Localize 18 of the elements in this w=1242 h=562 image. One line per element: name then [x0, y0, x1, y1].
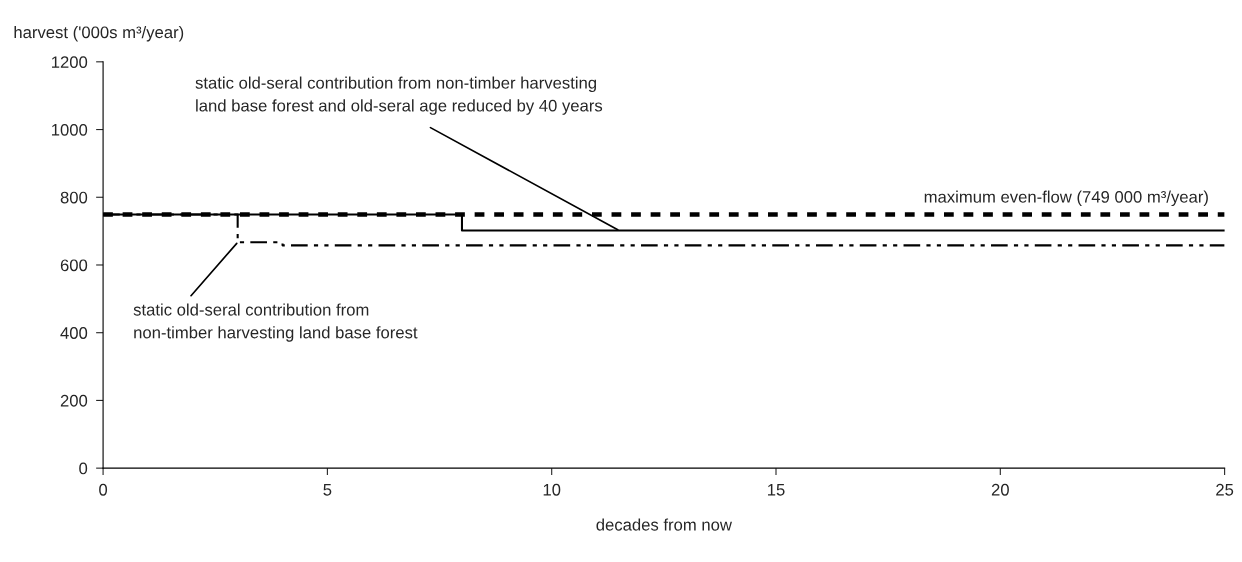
x-tick-label: 15 — [768, 484, 785, 496]
y-tick-label: 0 — [79, 462, 88, 475]
x-tick-label: 25 — [1216, 483, 1234, 496]
y-tick-label: 800 — [60, 191, 88, 204]
x-tick-label: 20 — [991, 483, 1009, 496]
annotation: static old-seral contribution from non-timber harvesting land base forest — [133, 303, 418, 342]
y-tick-label: 400 — [60, 327, 88, 339]
y-tick-label: 1200 — [52, 56, 88, 69]
series-label: maximum even-flow (749 000 m³/year) — [924, 190, 1208, 207]
x-tick-label: 0 — [99, 483, 108, 496]
annotation: static old-seral contribution from non-timber harvesting land base forest and old-seral age reduced by 40 years — [195, 76, 603, 115]
y-tick-label: 200 — [60, 394, 88, 407]
y-tick-label: 1000 — [52, 123, 88, 136]
y-axis-title: harvest ('000s m³/year) — [14, 25, 184, 42]
y-tick-label: 600 — [60, 259, 88, 272]
x-tick-label: 5 — [323, 484, 332, 496]
x-tick-label: 10 — [543, 483, 561, 496]
x-axis-title: decades from now — [596, 518, 732, 531]
